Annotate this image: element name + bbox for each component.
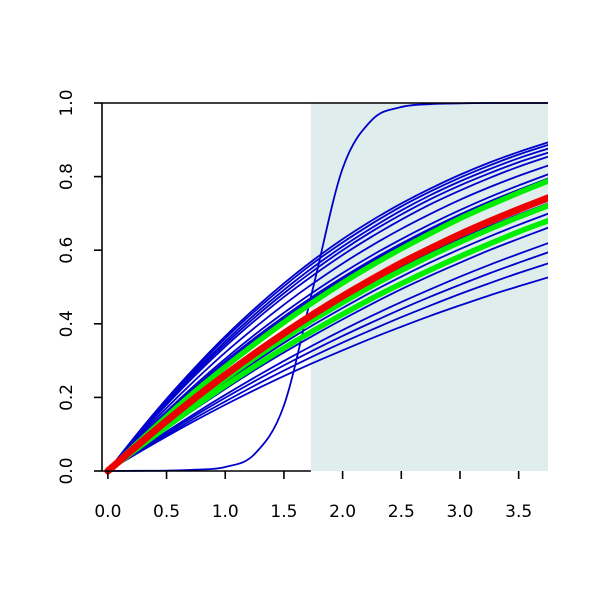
x-tick-label: 2.5 <box>388 502 415 522</box>
x-tick-label: 3.0 <box>446 502 473 522</box>
x-tick-label: 0.5 <box>153 502 180 522</box>
series-line-13 <box>106 276 548 472</box>
shaded-region-layer <box>310 103 548 471</box>
series-line-14 <box>106 262 548 472</box>
shaded-region <box>310 103 548 471</box>
series-line-9 <box>106 151 548 472</box>
y-tick-label: 0.4 <box>57 310 77 337</box>
x-tick-label: 1.0 <box>212 502 239 522</box>
y-tick-label: 0.0 <box>57 457 77 484</box>
series-line-10 <box>106 147 548 472</box>
y-tick-label: 0.8 <box>57 163 77 190</box>
y-tick-label: 1.0 <box>57 89 77 116</box>
x-axis-ticks: 0.0 0.5 1.0 1.5 2.0 2.5 3.0 3.5 <box>94 471 532 522</box>
series-layer <box>104 102 548 475</box>
x-tick-label: 0.0 <box>94 502 121 522</box>
axis-layer <box>101 102 548 472</box>
series-line-5 <box>106 173 548 472</box>
series-line-12 <box>106 141 548 472</box>
y-axis-ticks: 0.0 0.2 0.4 0.6 0.8 1.0 <box>57 89 102 485</box>
series-line-20 <box>105 218 548 474</box>
series-line-7 <box>106 164 548 472</box>
series-line-11 <box>106 144 548 472</box>
series-line-15 <box>106 251 548 472</box>
x-tick-label: 1.5 <box>270 502 297 522</box>
series-line-21 <box>104 194 548 475</box>
series-line-16 <box>106 242 548 472</box>
x-tick-label: 2.0 <box>329 502 356 522</box>
series-line-18 <box>105 178 548 474</box>
series-line-8 <box>106 155 548 472</box>
x-tick-label: 3.5 <box>505 502 532 522</box>
y-tick-label: 0.2 <box>57 384 77 411</box>
y-tick-label: 0.6 <box>57 237 77 264</box>
